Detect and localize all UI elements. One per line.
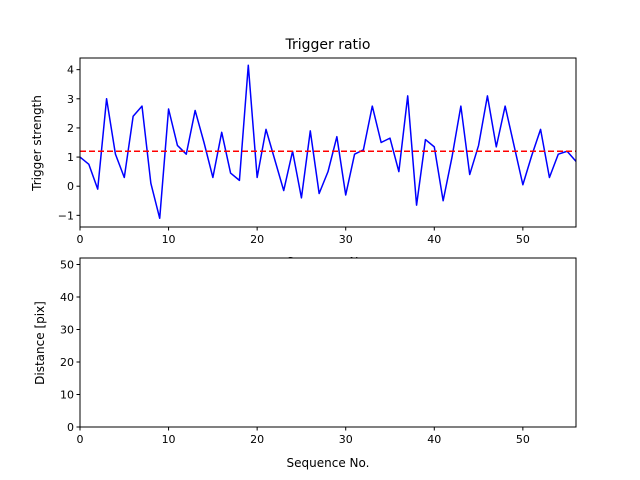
x-tick-label: 30: [339, 433, 353, 446]
y-tick-label: 40: [60, 291, 74, 304]
x-tick-label: 30: [339, 233, 353, 246]
x-tick-label: 20: [250, 433, 264, 446]
y-tick-label: 30: [60, 324, 74, 337]
y-tick-label: 50: [60, 259, 74, 272]
x-tick-label: 50: [516, 433, 530, 446]
axes-frame: [79, 257, 577, 428]
x-axis-ticks: 0 10 20 30 40 50: [77, 427, 530, 446]
x-tick-label: 0: [77, 233, 84, 246]
series-line: [80, 64, 576, 220]
y-tick-label: 3: [67, 93, 74, 106]
x-axis-label: Sequence No.: [287, 456, 370, 470]
y-axis-label: Distance [pix]: [33, 301, 47, 385]
x-tick-label: 10: [162, 233, 176, 246]
y-tick-label: 4: [67, 64, 74, 77]
y-axis-ticks: −1 0 1 2 3 4: [58, 64, 80, 222]
x-tick-label: 50: [516, 233, 530, 246]
plot-area: [80, 64, 576, 220]
x-tick-label: 20: [250, 233, 264, 246]
x-tick-label: 40: [427, 233, 441, 246]
y-axis-ticks: 0 10 20 30 40 50: [60, 259, 80, 434]
y-axis-label: Trigger strength: [30, 95, 44, 192]
distance-panel: Sequence No. Distance [pix] 0 10 20 30 40 50 …: [33, 257, 577, 470]
x-tick-label: 40: [427, 433, 441, 446]
x-tick-label: 0: [77, 433, 84, 446]
y-tick-label: 2: [67, 122, 74, 135]
y-tick-label: 0: [67, 180, 74, 193]
x-axis-ticks: 0 10 20 30 40 50: [77, 227, 530, 246]
y-tick-label: 1: [67, 151, 74, 164]
chart-title: Trigger ratio: [284, 37, 370, 53]
y-tick-label: 0: [67, 421, 74, 434]
x-tick-label: 10: [162, 433, 176, 446]
y-tick-label: 20: [60, 356, 74, 369]
y-tick-label: −1: [58, 209, 74, 222]
axes-frame: [79, 57, 577, 228]
y-tick-label: 10: [60, 389, 74, 402]
